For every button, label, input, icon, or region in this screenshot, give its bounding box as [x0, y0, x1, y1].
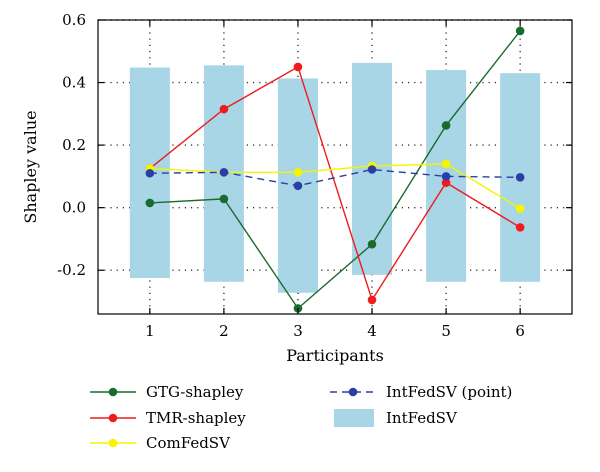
x-tick-label: 5 [441, 322, 451, 340]
y-tick-label: 0.6 [62, 11, 86, 29]
gtg-shapley-line [149, 30, 521, 310]
gtg-shapley-point [515, 26, 525, 36]
tmr-shapley-point [441, 178, 451, 187]
legend-swatch-intfedsv [334, 409, 374, 427]
x-tick-label: 6 [515, 322, 525, 340]
y-tick-label: 0.0 [62, 199, 86, 217]
y-axis-title: Shapley value [21, 110, 40, 223]
legend-marker-comfedsv [108, 438, 118, 448]
intfedsv-point-point [219, 168, 229, 177]
intfedsv-point-point [441, 172, 451, 181]
intfedsv-point-line [149, 168, 521, 187]
legend-marker-intfedsv-point [348, 387, 358, 397]
axes: 1 2 3 4 5 6 -0.2 0.0 0.2 0.4 0.6 [57, 11, 572, 340]
legend-marker-tmr-shapley [108, 413, 118, 423]
legend-label-intfedsv-point: IntFedSV (point) [386, 383, 512, 401]
x-tick-label: 4 [367, 322, 377, 340]
tmr-shapley-point [293, 62, 303, 72]
legend-label-intfedsv: IntFedSV [386, 409, 458, 427]
x-tick-label: 2 [219, 322, 229, 340]
legend-label-comfedsv: ComFedSV [146, 434, 231, 452]
x-tick-label: 1 [145, 322, 155, 340]
plot-frame [97, 19, 573, 315]
gtg-shapley-point [367, 239, 377, 249]
gtg-shapley-point [441, 121, 451, 130]
y-tick-label: 0.2 [62, 136, 86, 154]
comfedsv-line [149, 163, 521, 210]
legend-marker-gtg-shapley [108, 387, 118, 397]
intfedsv-point-point [515, 173, 525, 182]
y-tick-label: -0.2 [57, 261, 86, 279]
intfedsv-point-point [145, 168, 155, 178]
series-lines [145, 26, 525, 313]
tmr-shapley-point [367, 295, 377, 305]
legend-label-tmr-shapley: TMR-shapley [146, 409, 246, 427]
gtg-shapley-point [145, 198, 155, 208]
intfedsv-point-point [367, 165, 377, 174]
tmr-shapley-point [515, 223, 525, 232]
x-tick-label: 3 [293, 322, 303, 340]
comfedsv-point [441, 159, 451, 169]
legend-label-gtg-shapley: GTG-shapley [146, 383, 244, 401]
comfedsv-point [293, 168, 303, 177]
gtg-shapley-point [219, 194, 229, 204]
y-tick-label: 0.4 [62, 74, 86, 92]
legend: GTG-shapley TMR-shapley ComFedSV IntFedSV (… [90, 383, 512, 452]
x-axis-title: Participants [286, 346, 384, 365]
comfedsv-point [515, 204, 525, 213]
interval-bars [129, 62, 541, 293]
tmr-shapley-line [149, 65, 521, 302]
intfedsv-point-point [293, 181, 303, 191]
tmr-shapley-point [219, 104, 229, 114]
